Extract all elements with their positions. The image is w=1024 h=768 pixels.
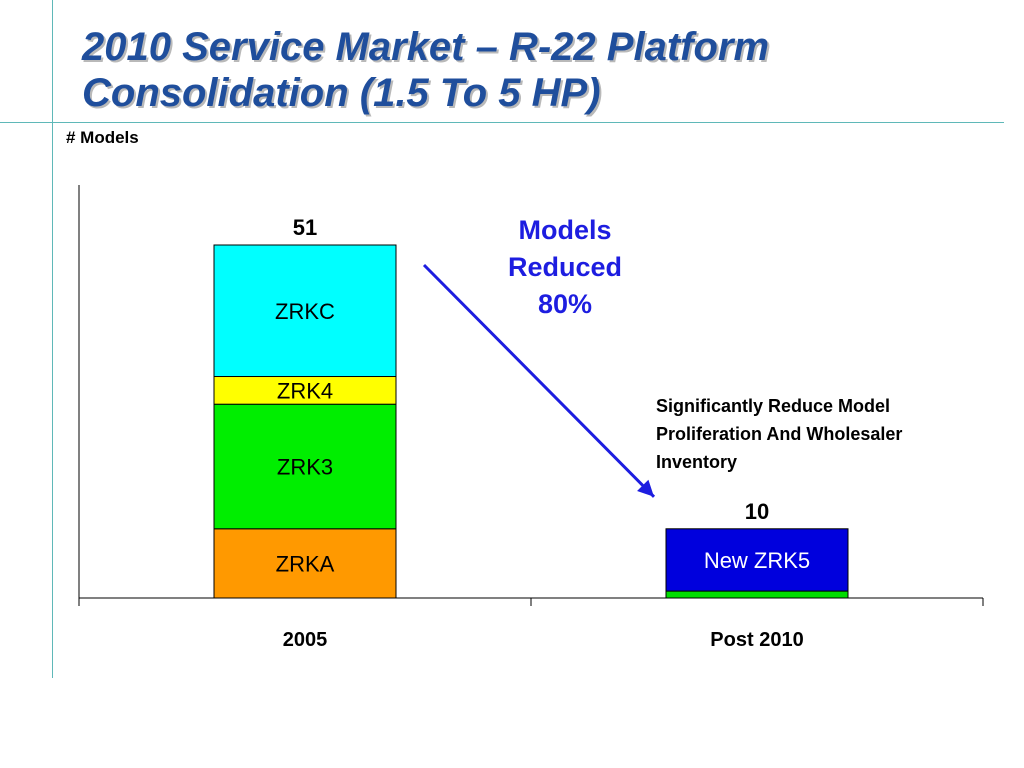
segment-label-new-zrk5: New ZRK5	[704, 548, 810, 573]
segment-label-zrkc: ZRKC	[275, 299, 335, 324]
bar-segment-base	[665, 590, 849, 599]
segment-label-zrk4: ZRK4	[277, 378, 333, 403]
note-line-2: Proliferation And Wholesaler	[656, 424, 903, 444]
note-line-1: Significantly Reduce Model	[656, 396, 891, 416]
left-rule	[52, 0, 53, 678]
proliferation-note: Significantly Reduce Model Proliferation…	[656, 392, 996, 476]
bar-segment-zrka	[213, 528, 397, 599]
note-line-3: Inventory	[656, 452, 738, 472]
total-label: 10	[745, 499, 769, 524]
segment-label-zrka: ZRKA	[276, 551, 335, 576]
callout-line-1: Models	[518, 215, 612, 245]
models-reduced-callout: Models Reduced 80%	[480, 212, 650, 323]
bar-segment-zrk4	[213, 376, 397, 405]
x-tick-label: Post 2010	[710, 629, 803, 651]
total-label: 51	[293, 215, 317, 240]
bar-segment-new-zrk5	[665, 528, 849, 592]
callout-line-2: Reduced	[507, 252, 623, 282]
callout-line-3: 80%	[537, 289, 593, 319]
slide-title: 2010 Service Market – R-22 Platform Cons…	[82, 25, 770, 115]
y-axis-label: # Models	[66, 128, 139, 147]
x-tick-label: 2005	[283, 629, 328, 651]
bar-segment-zrk3	[213, 403, 397, 530]
bar-segment-zrkc	[213, 244, 397, 378]
title-underline	[0, 122, 1004, 123]
reduction-arrow-head	[637, 479, 654, 497]
reduction-arrow-shaft	[422, 263, 656, 498]
segment-label-zrk3: ZRK3	[277, 454, 333, 479]
